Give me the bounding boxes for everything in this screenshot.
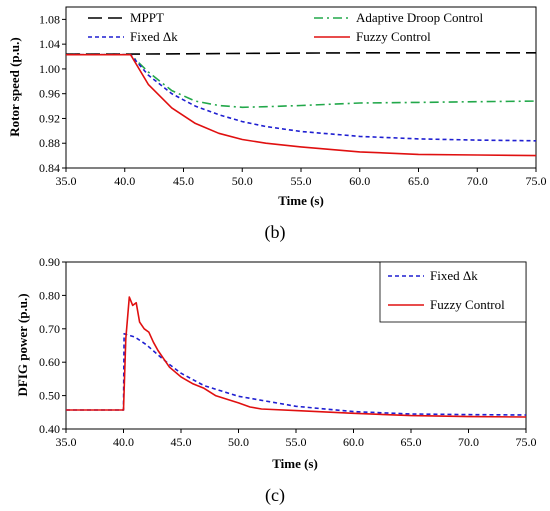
legend-c: Fixed Δk Fuzzy Control (379, 261, 527, 323)
x-tick-label: 40.0 (113, 435, 134, 449)
x-tick-label: 75.0 (526, 174, 547, 188)
x-tick-label: 40.0 (114, 174, 135, 188)
legend-label: Fuzzy Control (430, 297, 505, 312)
y-tick-label: 0.84 (39, 161, 60, 175)
x-tick-label: 70.0 (458, 435, 479, 449)
y-tick-label: 0.80 (39, 288, 60, 302)
legend-label: Fixed Δk (130, 29, 178, 44)
x-tick-label: 35.0 (56, 435, 77, 449)
x-tick-label: 60.0 (349, 174, 370, 188)
series-line-0 (66, 52, 536, 55)
x-tick-label: 65.0 (401, 435, 422, 449)
x-tick-label: 45.0 (171, 435, 192, 449)
x-axis-title-b: Time (s) (278, 193, 324, 208)
series-line-3 (66, 53, 537, 157)
x-tick-label: 50.0 (232, 174, 253, 188)
panel-label-b: (b) (265, 222, 286, 243)
y-tick-label: 0.90 (39, 255, 60, 269)
plot-area-b (65, 6, 537, 169)
legend-label: MPPT (130, 10, 164, 25)
y-axis-title-b: Rotor speed (p.u.) (7, 37, 22, 136)
y-tick-label: 0.70 (39, 322, 60, 336)
y-tick-label: 0.96 (39, 87, 60, 101)
x-tick-label: 45.0 (173, 174, 194, 188)
panel-label-c: (c) (265, 485, 285, 506)
legend-box (379, 261, 527, 323)
x-tick-label: 55.0 (291, 174, 312, 188)
y-tick-label: 0.92 (39, 111, 60, 125)
y-tick-label: 0.50 (39, 389, 60, 403)
y-tick-label: 1.08 (39, 12, 60, 26)
series-line-1 (66, 53, 537, 109)
legend-label: Adaptive Droop Control (356, 10, 483, 25)
x-tick-label: 50.0 (228, 435, 249, 449)
y-tick-label: 1.00 (39, 62, 60, 76)
x-tick-label: 75.0 (516, 435, 537, 449)
ticks-b: 35.0 40.0 45.0 50.0 55.0 60.0 65.0 70.0 75.0 0.84… (39, 12, 547, 188)
series-line-1 (66, 296, 527, 418)
x-tick-label: 60.0 (343, 435, 364, 449)
series-b (66, 52, 537, 157)
dfig-power-chart: 35.0 40.0 45.0 50.0 55.0 60.0 65.0 70.0 75.0 0.40… (15, 255, 537, 506)
x-axis-title-c: Time (s) (272, 456, 318, 471)
legend-label: Fuzzy Control (356, 29, 431, 44)
x-tick-label: 70.0 (467, 174, 488, 188)
series-line-0 (66, 333, 527, 416)
y-tick-label: 0.40 (39, 422, 60, 436)
rotor-speed-chart: 35.0 40.0 45.0 50.0 55.0 60.0 65.0 70.0 75.0 0.84… (7, 6, 547, 243)
x-tick-label: 65.0 (408, 174, 429, 188)
y-tick-label: 0.60 (39, 355, 60, 369)
y-tick-label: 0.88 (39, 136, 60, 150)
legend-b: MPPT Adaptive Droop Control Fixed Δk Fuzzy … (88, 10, 483, 44)
ticks-c: 35.0 40.0 45.0 50.0 55.0 60.0 65.0 70.0 75.0 0.40… (39, 255, 537, 449)
y-tick-label: 1.04 (39, 37, 60, 51)
series-c (66, 296, 527, 418)
x-tick-label: 35.0 (56, 174, 77, 188)
y-axis-title-c: DFIG power (p.u.) (15, 293, 30, 396)
legend-label: Fixed Δk (430, 268, 478, 283)
series-line-2 (66, 53, 537, 142)
x-tick-label: 55.0 (286, 435, 307, 449)
